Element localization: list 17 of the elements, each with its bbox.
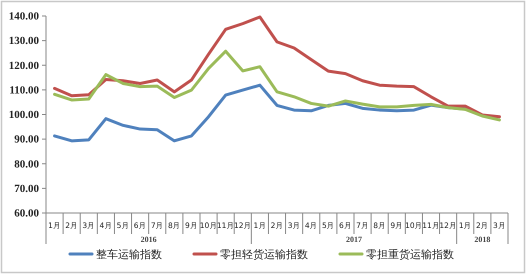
y-tick-label: 70.00 (14, 182, 40, 195)
y-tick-label: 80.00 (14, 158, 40, 170)
y-tick-label: 100.00 (8, 109, 40, 121)
text: 2016 (140, 235, 157, 244)
line-series (53, 50, 501, 122)
y-tick-label: 130.00 (8, 35, 40, 48)
y-tick-label: 120.00 (8, 60, 40, 72)
y-tick-label: 140.00 (8, 10, 40, 22)
text: 2017 (346, 235, 362, 244)
line-series (53, 15, 501, 118)
y-tick-label: 60.00 (14, 208, 40, 220)
text: 2018 (474, 235, 490, 244)
y-tick-label: 110.00 (9, 84, 40, 96)
legend-label: 整车运输指数 (96, 248, 162, 261)
y-tick-label: 90.00 (14, 134, 40, 146)
legend-label: 零担轻货运输指数 (220, 248, 308, 261)
legend-label: 零担重货运输指数 (366, 248, 454, 261)
